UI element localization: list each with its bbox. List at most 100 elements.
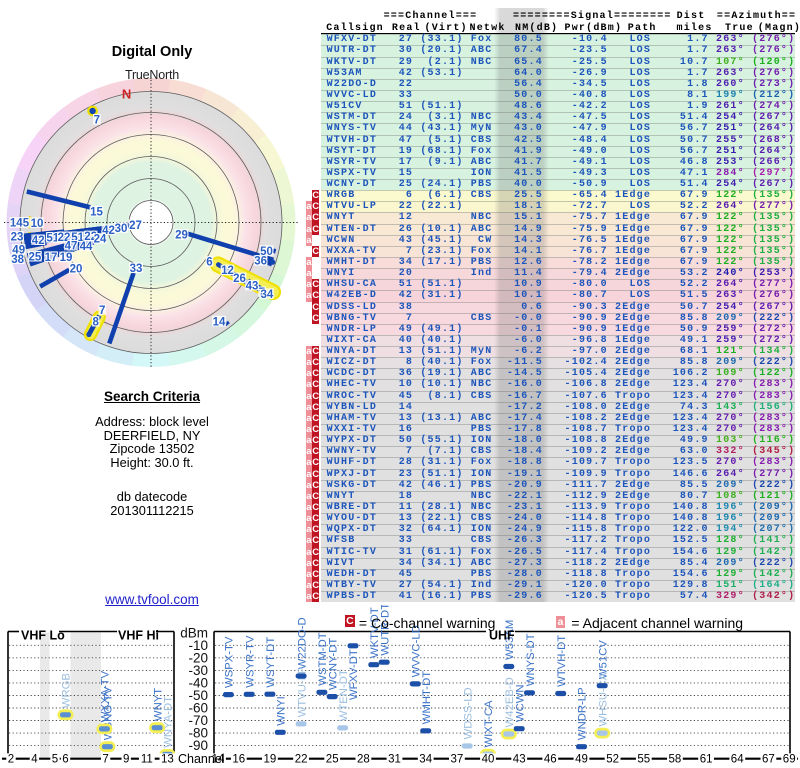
- svg-text:WMHT-DT: WMHT-DT: [421, 671, 433, 724]
- svg-text:9: 9: [123, 754, 129, 766]
- svg-text:49: 49: [12, 245, 25, 257]
- svg-text:22: 22: [295, 754, 308, 766]
- svg-text:51: 51: [71, 232, 84, 244]
- svg-text:7: 7: [99, 305, 105, 317]
- svg-text:WSYT-DT: WSYT-DT: [265, 637, 277, 688]
- svg-text:42: 42: [32, 235, 45, 247]
- svg-text:61: 61: [700, 754, 713, 766]
- svg-text:-70: -70: [188, 713, 208, 728]
- svg-text:7: 7: [259, 287, 265, 299]
- svg-text:42: 42: [102, 225, 115, 237]
- svg-text:WVVC-LD: WVVC-LD: [411, 625, 423, 677]
- svg-text:W42EB-D: W42EB-D: [504, 677, 516, 727]
- svg-text:36: 36: [254, 256, 267, 268]
- svg-text:47: 47: [65, 240, 78, 252]
- svg-text:31: 31: [388, 754, 401, 766]
- svg-text:43: 43: [246, 280, 259, 292]
- svg-text:24: 24: [94, 234, 107, 246]
- svg-text:WCWN: WCWN: [514, 684, 526, 722]
- svg-text:-50: -50: [188, 688, 208, 703]
- svg-text:22: 22: [58, 232, 71, 244]
- svg-text:WIXT-CA: WIXT-CA: [483, 700, 495, 748]
- svg-text:-10: -10: [188, 638, 208, 653]
- svg-text:VHF Lo: VHF Lo: [21, 629, 65, 643]
- svg-text:49: 49: [575, 754, 588, 766]
- svg-text:-20: -20: [188, 650, 208, 665]
- svg-text:34: 34: [419, 754, 432, 766]
- svg-text:10: 10: [31, 218, 44, 230]
- svg-text:17: 17: [45, 252, 58, 264]
- svg-text:38: 38: [11, 254, 24, 266]
- svg-text:dBm: dBm: [180, 626, 208, 641]
- svg-text:WRGB: WRGB: [61, 673, 73, 708]
- svg-text:44: 44: [80, 241, 93, 253]
- svg-text:40: 40: [482, 754, 495, 766]
- svg-text:50: 50: [260, 246, 273, 258]
- svg-text:11: 11: [141, 754, 153, 766]
- svg-text:WCNY-DT: WCNY-DT: [327, 638, 339, 690]
- svg-text:33: 33: [130, 263, 143, 275]
- svg-text:58: 58: [669, 754, 682, 766]
- svg-text:WFXV-DT: WFXV-DT: [348, 649, 360, 700]
- svg-text:51: 51: [46, 233, 59, 245]
- svg-text:-40: -40: [188, 675, 208, 690]
- svg-text:22: 22: [84, 231, 97, 243]
- svg-text:WTEN-DT: WTEN-DT: [338, 669, 350, 721]
- svg-text:8: 8: [92, 317, 99, 329]
- svg-text:WTVU-LP: WTVU-LP: [296, 666, 308, 717]
- svg-text:52: 52: [606, 754, 619, 766]
- svg-text:WSTM-DT: WSTM-DT: [317, 632, 329, 685]
- svg-text:12: 12: [221, 265, 234, 277]
- svg-text:14: 14: [213, 316, 226, 328]
- svg-text:VHF Hi: VHF Hi: [118, 629, 159, 643]
- svg-text:29: 29: [175, 230, 188, 242]
- svg-text:145: 145: [10, 218, 30, 230]
- svg-text:46: 46: [544, 754, 557, 766]
- svg-text:19: 19: [264, 754, 277, 766]
- svg-text:WDSS-LD: WDSS-LD: [462, 687, 474, 739]
- svg-text:26: 26: [233, 273, 246, 285]
- svg-text:23: 23: [11, 232, 24, 244]
- svg-text:16: 16: [232, 754, 245, 766]
- svg-text:15: 15: [90, 206, 103, 218]
- svg-text:34: 34: [261, 289, 274, 301]
- svg-text:N: N: [122, 86, 131, 101]
- svg-text:-60: -60: [188, 701, 208, 716]
- svg-text:-90: -90: [188, 738, 208, 753]
- svg-text:14: 14: [212, 754, 225, 766]
- svg-text:WNYT: WNYT: [152, 688, 164, 721]
- svg-text:-30: -30: [188, 663, 208, 678]
- svg-text:WNYA-DT: WNYA-DT: [163, 696, 175, 748]
- svg-text:WUTR-DT: WUTR-DT: [379, 605, 391, 656]
- svg-text:67: 67: [762, 754, 775, 766]
- svg-text:W22DO-D: W22DO-D: [296, 617, 308, 669]
- svg-text:55: 55: [637, 754, 650, 766]
- svg-text:2: 2: [8, 754, 14, 766]
- svg-text:WKTV-DT: WKTV-DT: [369, 607, 381, 658]
- svg-text:43: 43: [513, 754, 526, 766]
- svg-text:69: 69: [783, 754, 796, 766]
- svg-text:20: 20: [70, 263, 83, 275]
- svg-text:6: 6: [206, 257, 212, 269]
- svg-text:27: 27: [129, 220, 142, 232]
- svg-text:19: 19: [60, 252, 73, 264]
- svg-text:37: 37: [451, 754, 464, 766]
- svg-text:5: 5: [52, 754, 58, 766]
- svg-text:W51CV: W51CV: [597, 640, 609, 679]
- svg-text:WSYR-TV: WSYR-TV: [244, 635, 256, 688]
- svg-text:7: 7: [94, 115, 100, 127]
- svg-text:7: 7: [102, 754, 108, 766]
- svg-text:6: 6: [62, 754, 68, 766]
- svg-text:28: 28: [357, 754, 370, 766]
- svg-text:13: 13: [161, 754, 174, 766]
- svg-text:-80: -80: [188, 726, 208, 741]
- svg-text:WTVH-DT: WTVH-DT: [556, 635, 568, 687]
- svg-text:UHF: UHF: [489, 629, 515, 643]
- svg-text:WNYS-DT: WNYS-DT: [525, 633, 537, 686]
- svg-text:WNYI: WNYI: [276, 696, 288, 726]
- svg-text:WNDR-LP: WNDR-LP: [577, 687, 589, 740]
- svg-text:W53AM: W53AM: [504, 620, 516, 660]
- svg-text:WXXA-TV: WXXA-TV: [100, 670, 112, 722]
- svg-text:Channel: Channel: [178, 752, 225, 766]
- svg-text:25: 25: [326, 754, 339, 766]
